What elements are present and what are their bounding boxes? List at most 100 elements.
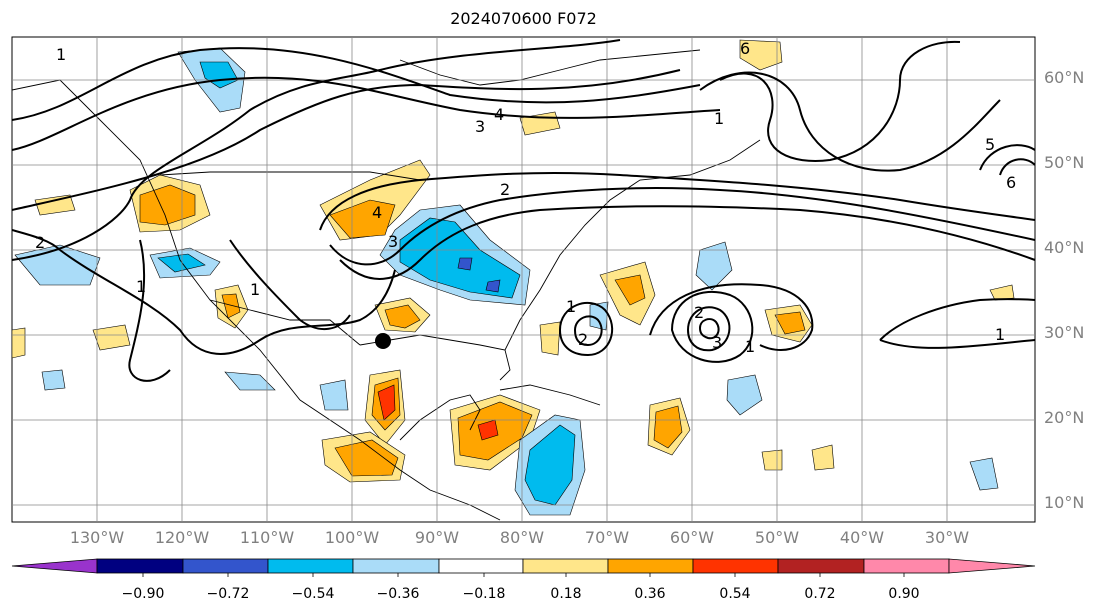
colorbar-segment bbox=[267, 558, 354, 574]
contour-label: 5 bbox=[985, 135, 995, 154]
colorbar-tick-label: 0.90 bbox=[888, 586, 920, 602]
lat-label: 30°N bbox=[1044, 323, 1085, 342]
colorbar-segment bbox=[522, 558, 609, 574]
negative-anomaly-area bbox=[457, 257, 473, 271]
lon-label: 50°W bbox=[754, 528, 800, 547]
colorbar-segment bbox=[863, 558, 950, 574]
location-marker bbox=[375, 333, 391, 349]
contour-line bbox=[12, 229, 61, 251]
contour-line bbox=[12, 39, 621, 261]
contour-line bbox=[558, 301, 614, 357]
positive-anomaly-area bbox=[384, 304, 421, 329]
hudson-coast bbox=[399, 49, 701, 86]
contour-line bbox=[879, 339, 1035, 349]
cuba-coast bbox=[499, 384, 601, 406]
positive-anomaly-area bbox=[539, 321, 561, 356]
contour-label: 6 bbox=[1006, 173, 1016, 192]
contour-label: 6 bbox=[740, 39, 750, 58]
positive-anomaly-area bbox=[739, 39, 783, 71]
colorbar-tick-label: −0.90 bbox=[121, 586, 165, 602]
negative-anomaly-area bbox=[485, 279, 501, 293]
lon-label: 70°W bbox=[584, 528, 630, 547]
lon-label: 60°W bbox=[669, 528, 715, 547]
positive-anomaly-area bbox=[653, 405, 683, 449]
contour-line bbox=[128, 239, 171, 382]
contour-line bbox=[573, 315, 603, 347]
lat-label: 40°N bbox=[1044, 238, 1085, 257]
colorbar-tick-label: 0.18 bbox=[550, 586, 582, 602]
colorbar-segment bbox=[352, 558, 440, 574]
contour-line bbox=[12, 76, 721, 151]
positive-anomaly-area bbox=[377, 384, 396, 421]
negative-anomaly-area bbox=[726, 374, 763, 416]
colorbar-tick-label: 0.72 bbox=[804, 586, 836, 602]
lon-label: 100°W bbox=[324, 528, 380, 547]
colorbar-segment bbox=[692, 558, 779, 574]
us-mexico-border bbox=[209, 299, 361, 346]
lat-label: 50°N bbox=[1044, 153, 1085, 172]
colorbar-tick-label: −0.36 bbox=[376, 586, 420, 602]
coastlines bbox=[12, 49, 761, 521]
contour-lines bbox=[12, 39, 1035, 382]
contour-line bbox=[698, 318, 720, 340]
contour-line bbox=[670, 290, 754, 363]
lat-label: 10°N bbox=[1044, 493, 1085, 512]
contour-label: 2 bbox=[694, 303, 704, 322]
colorbar-segment bbox=[96, 558, 184, 574]
negative-anomaly-area bbox=[41, 369, 66, 391]
lon-label: 130°W bbox=[69, 528, 125, 547]
positive-anomaly-area bbox=[774, 311, 806, 335]
contour-line bbox=[699, 71, 1001, 172]
contour-label: 4 bbox=[372, 203, 382, 222]
contour-line bbox=[879, 298, 1035, 341]
positive-anomaly-area bbox=[12, 327, 26, 359]
colorbar-segment bbox=[607, 558, 694, 574]
contour-line bbox=[229, 239, 351, 330]
positive-anomaly-area bbox=[34, 194, 76, 216]
contour-label: 1 bbox=[995, 325, 1005, 344]
contour-label: 2 bbox=[35, 233, 45, 252]
contour-label: 2 bbox=[500, 180, 510, 199]
colorbar-tick-label: −0.18 bbox=[462, 586, 506, 602]
colorbar-segment bbox=[777, 558, 865, 574]
contour-line bbox=[339, 205, 1035, 280]
map-area bbox=[12, 37, 1035, 522]
positive-anomaly-area bbox=[761, 449, 783, 471]
lon-label: 110°W bbox=[239, 528, 295, 547]
us-canada-border bbox=[159, 171, 421, 181]
contour-line bbox=[999, 158, 1035, 176]
contour-line bbox=[319, 171, 1035, 231]
contour-label: 1 bbox=[136, 277, 146, 296]
colorbar-tick-label: −0.54 bbox=[291, 586, 335, 602]
colorbar-extend-high bbox=[948, 558, 1036, 574]
contour-label: 1 bbox=[714, 109, 724, 128]
colorbar-tick-label: 0.54 bbox=[719, 586, 751, 602]
contour-labels: 1 2 1 1 3 4 3 4 2 2 1 3 2 1 1 6 5 6 1 bbox=[35, 39, 1016, 356]
positive-anomaly-area bbox=[139, 184, 196, 226]
contour-label: 3 bbox=[475, 117, 485, 136]
negative-anomaly-area bbox=[199, 61, 239, 89]
lon-label: 30°W bbox=[924, 528, 970, 547]
lon-label: 120°W bbox=[154, 528, 210, 547]
contour-label: 3 bbox=[388, 232, 398, 251]
north-america-coast bbox=[12, 79, 501, 521]
colorbar-extend-low bbox=[11, 558, 98, 574]
map-title: 2024070600 F072 bbox=[450, 9, 597, 28]
contour-label: 1 bbox=[250, 280, 260, 299]
positive-anomaly-area bbox=[221, 293, 241, 319]
negative-anomaly-area bbox=[695, 241, 733, 291]
contour-line bbox=[12, 47, 701, 121]
contour-line bbox=[979, 144, 1035, 171]
contour-label: 1 bbox=[566, 297, 576, 316]
yucatan-coast bbox=[399, 394, 481, 441]
lat-label: 20°N bbox=[1044, 408, 1085, 427]
contour-label: 2 bbox=[578, 330, 588, 349]
positive-anomaly-area bbox=[92, 324, 131, 351]
lon-label: 80°W bbox=[499, 528, 545, 547]
negative-anomaly-area bbox=[524, 424, 576, 506]
negative-anomaly-area bbox=[969, 457, 999, 491]
contour-line bbox=[329, 187, 1035, 266]
colorbar bbox=[11, 558, 1036, 577]
positive-anomaly-area bbox=[989, 284, 1015, 301]
